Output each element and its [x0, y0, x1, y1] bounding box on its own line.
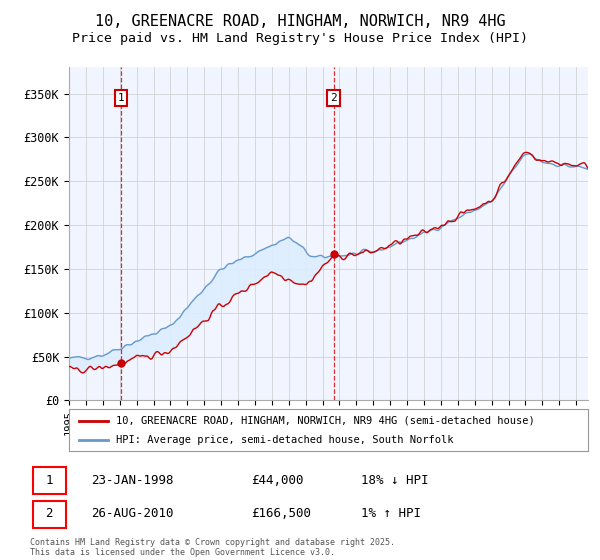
Text: 1: 1: [118, 93, 124, 103]
Text: 18% ↓ HPI: 18% ↓ HPI: [361, 474, 428, 487]
Text: £44,000: £44,000: [251, 474, 304, 487]
Text: 10, GREENACRE ROAD, HINGHAM, NORWICH, NR9 4HG (semi-detached house): 10, GREENACRE ROAD, HINGHAM, NORWICH, NR…: [116, 416, 535, 426]
Text: 1: 1: [46, 474, 53, 487]
Text: HPI: Average price, semi-detached house, South Norfolk: HPI: Average price, semi-detached house,…: [116, 435, 453, 445]
Text: £166,500: £166,500: [251, 507, 311, 520]
Text: Contains HM Land Registry data © Crown copyright and database right 2025.
This d: Contains HM Land Registry data © Crown c…: [30, 538, 395, 557]
Text: 2: 2: [46, 507, 53, 520]
Text: 10, GREENACRE ROAD, HINGHAM, NORWICH, NR9 4HG: 10, GREENACRE ROAD, HINGHAM, NORWICH, NR…: [95, 14, 505, 29]
Text: 23-JAN-1998: 23-JAN-1998: [91, 474, 173, 487]
FancyBboxPatch shape: [33, 467, 66, 494]
Text: 2: 2: [330, 93, 337, 103]
Text: Price paid vs. HM Land Registry's House Price Index (HPI): Price paid vs. HM Land Registry's House …: [72, 32, 528, 45]
Text: 26-AUG-2010: 26-AUG-2010: [91, 507, 173, 520]
FancyBboxPatch shape: [33, 501, 66, 528]
Text: 1% ↑ HPI: 1% ↑ HPI: [361, 507, 421, 520]
